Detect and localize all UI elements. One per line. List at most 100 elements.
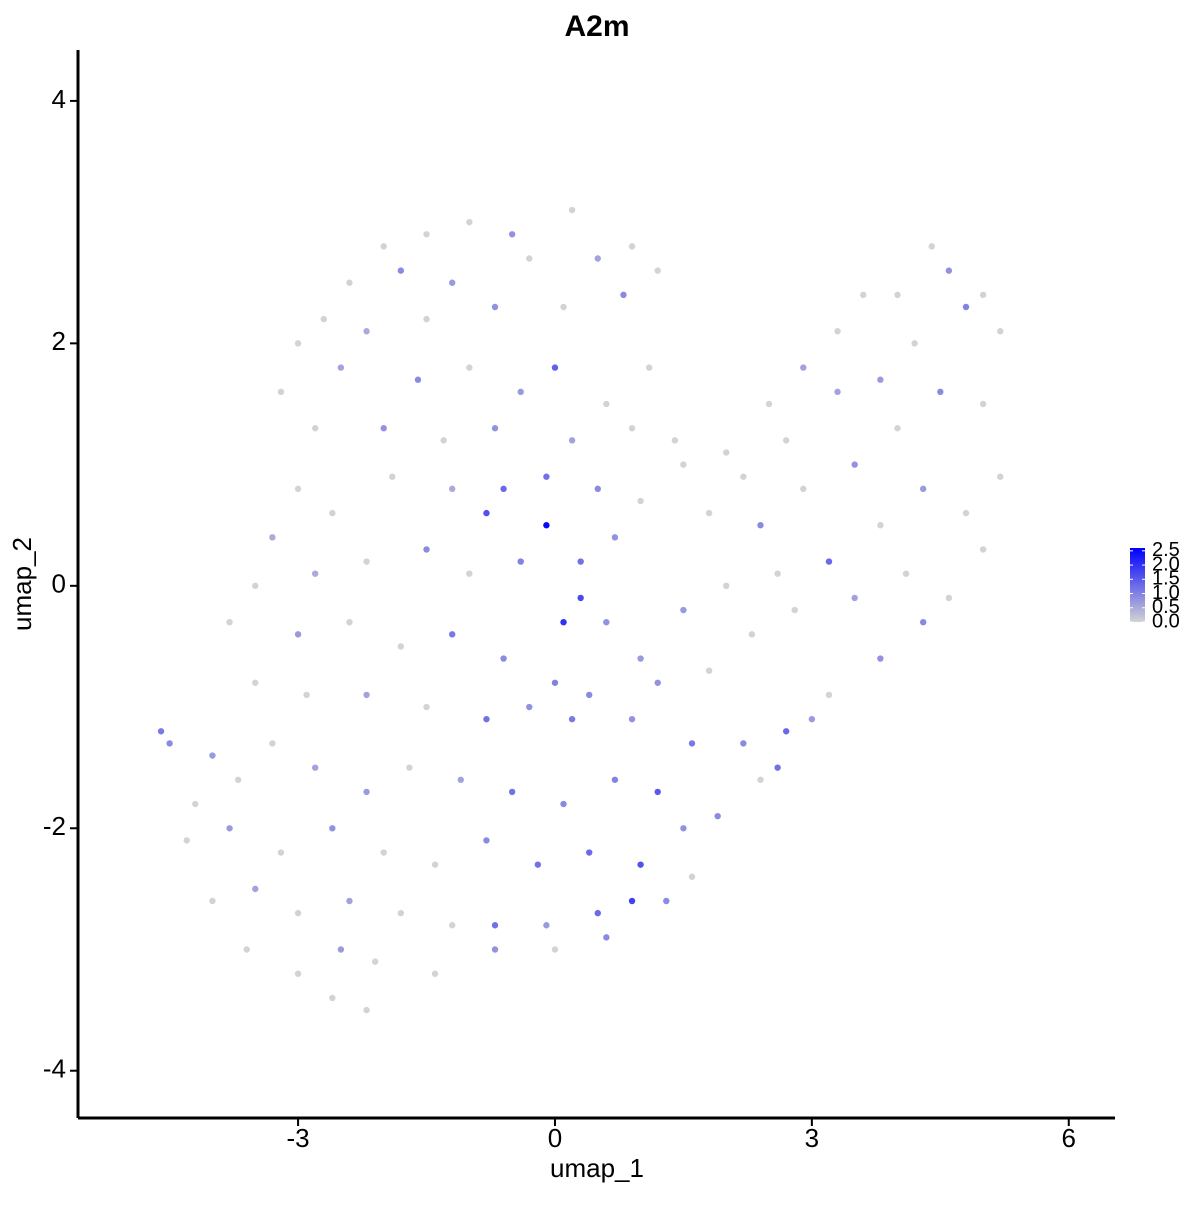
point (962, 509, 970, 517)
point (277, 849, 285, 856)
point (449, 631, 456, 638)
point (526, 703, 533, 711)
point (466, 364, 473, 371)
point (628, 715, 636, 723)
point (491, 922, 499, 929)
point (363, 788, 370, 796)
point (757, 776, 764, 783)
point (500, 655, 507, 662)
point (380, 425, 387, 432)
point (363, 558, 370, 565)
point (568, 206, 576, 214)
colorbar-label: 1.5 (1152, 568, 1180, 590)
point (551, 946, 559, 953)
point (654, 267, 661, 274)
point (500, 485, 507, 493)
colorbar-label: 0.0 (1152, 610, 1180, 632)
point (406, 764, 413, 771)
point (757, 522, 764, 529)
point (243, 946, 250, 953)
point (860, 291, 867, 299)
point (586, 849, 593, 856)
point (628, 425, 636, 432)
point (894, 291, 901, 299)
point (997, 473, 1004, 480)
y-tick-label: 4 (52, 84, 66, 114)
point (294, 631, 302, 638)
point (568, 437, 576, 444)
point (346, 279, 353, 286)
colorbar-label: 2.0 (1152, 553, 1180, 575)
point (723, 449, 730, 456)
point (337, 946, 345, 953)
point (423, 231, 430, 238)
point (979, 400, 987, 408)
point (637, 497, 644, 505)
point (748, 631, 756, 638)
point (449, 485, 456, 493)
y-tick-label: 2 (52, 326, 66, 356)
point (491, 425, 499, 432)
point (508, 788, 516, 796)
point (483, 509, 490, 517)
point (705, 667, 713, 674)
point (680, 461, 687, 468)
point (252, 582, 259, 590)
point (226, 618, 233, 626)
point (183, 837, 190, 844)
x-tick-label: 6 (1062, 1123, 1076, 1153)
point (311, 764, 319, 771)
point (440, 437, 447, 444)
point (740, 473, 747, 480)
point (346, 897, 353, 905)
point (997, 328, 1004, 335)
point (380, 243, 387, 250)
point (551, 679, 559, 686)
point (166, 740, 173, 747)
point (586, 691, 593, 699)
y-tick-label: 0 (52, 569, 66, 599)
point (825, 691, 833, 699)
point (311, 570, 319, 577)
y-tick-label: -4 (43, 1054, 66, 1084)
point (774, 570, 781, 577)
point (671, 437, 679, 444)
point (723, 582, 730, 590)
point (774, 764, 781, 771)
point (603, 400, 610, 408)
point (157, 728, 165, 735)
x-axis-label: umap_1 (550, 1153, 644, 1183)
point (534, 861, 542, 868)
point (294, 970, 302, 977)
point (363, 691, 370, 699)
point (800, 485, 807, 493)
point (192, 800, 199, 808)
point (423, 315, 430, 323)
point (782, 728, 790, 735)
point (466, 218, 473, 226)
point (483, 715, 490, 723)
point (551, 364, 559, 371)
point (337, 364, 345, 371)
point (294, 909, 302, 917)
point (594, 255, 601, 262)
point (637, 861, 644, 868)
point (560, 800, 567, 808)
point (517, 388, 524, 396)
point (654, 788, 661, 796)
point (714, 812, 721, 820)
point (628, 897, 636, 905)
point (380, 849, 387, 856)
point (346, 618, 353, 626)
point (919, 618, 927, 626)
point (825, 558, 833, 565)
x-tick-label: 3 (805, 1123, 819, 1153)
point (517, 558, 524, 565)
point (277, 388, 285, 396)
point (560, 303, 567, 311)
point (431, 970, 439, 977)
point (603, 934, 610, 941)
point (209, 752, 216, 759)
point (765, 400, 773, 408)
